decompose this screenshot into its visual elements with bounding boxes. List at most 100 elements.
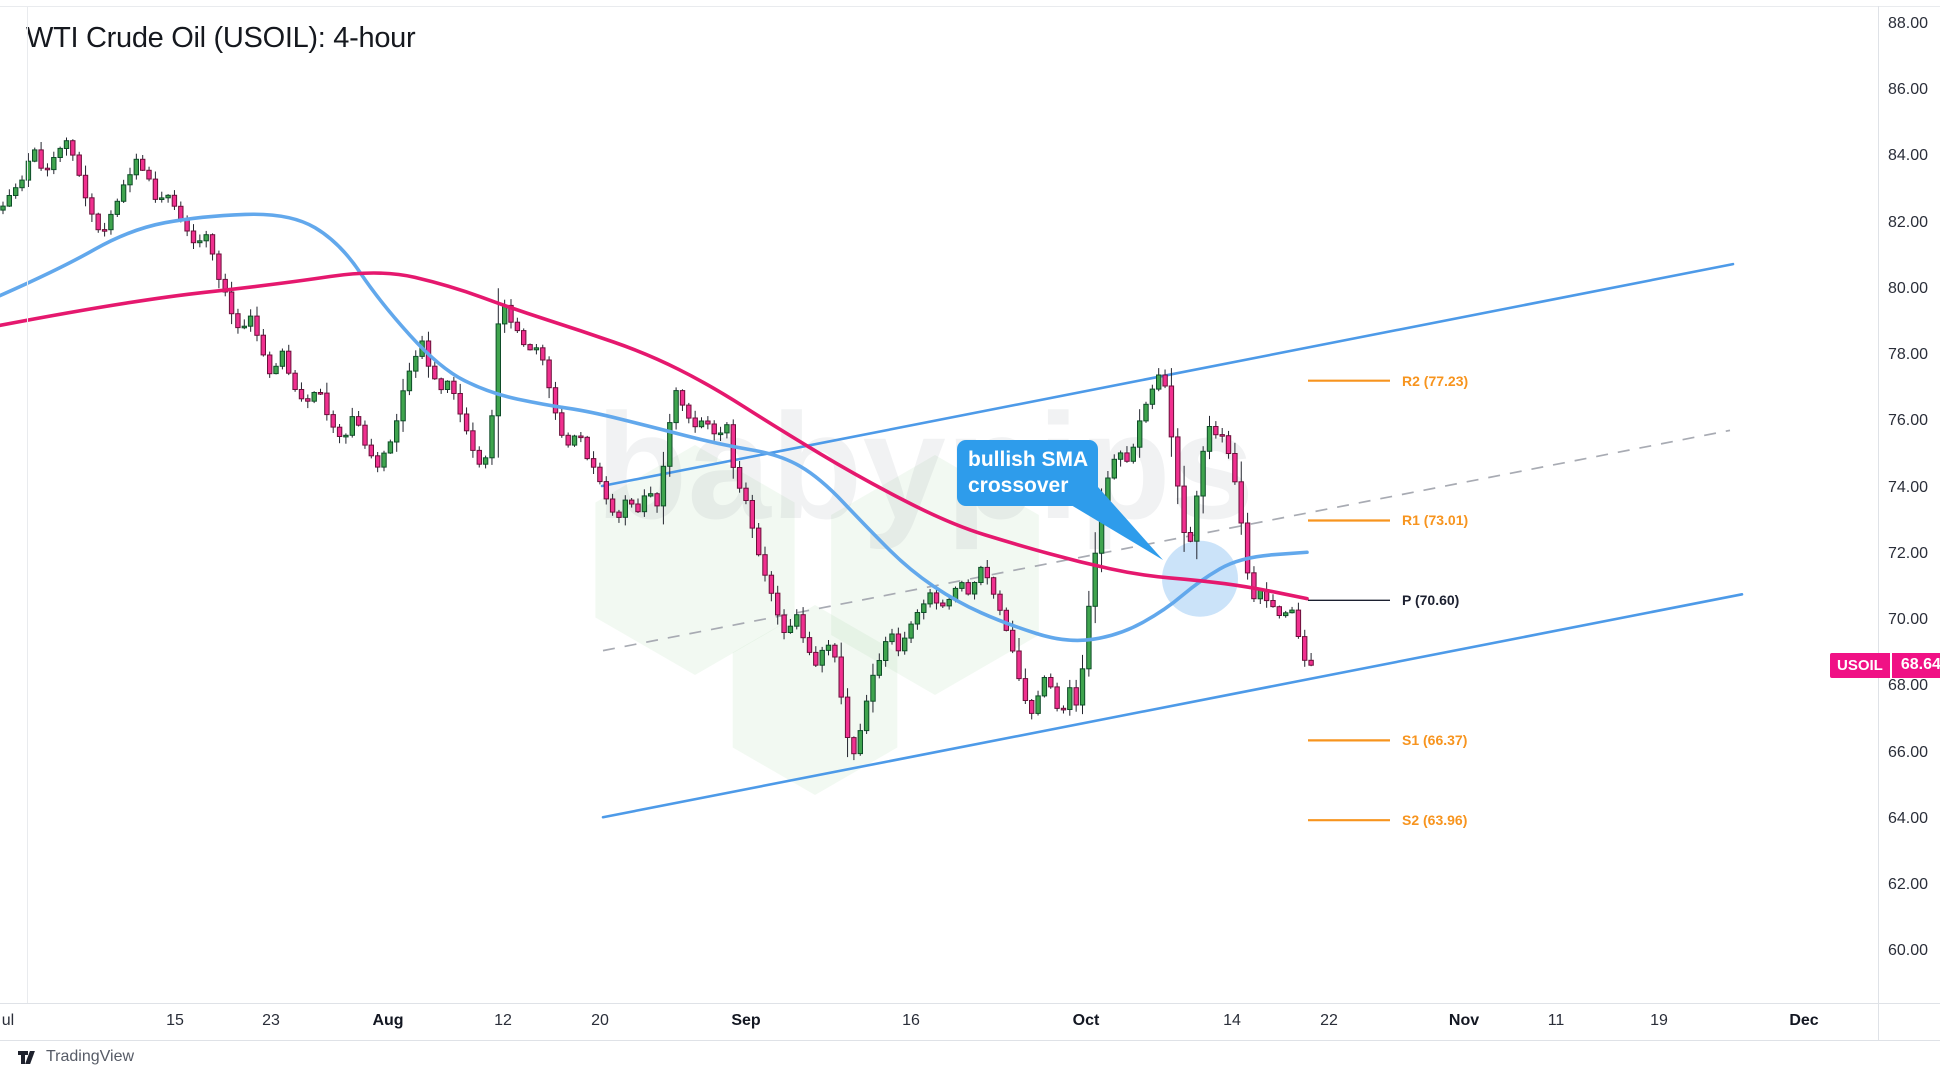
candle-down xyxy=(476,449,483,465)
candle-down xyxy=(1181,485,1187,534)
callout-line1: bullish SMA xyxy=(968,448,1089,471)
candle-down xyxy=(1270,600,1276,608)
candle-up xyxy=(108,213,114,231)
candle-down xyxy=(781,614,787,633)
candle-down xyxy=(190,230,197,244)
watermark-text: babypips xyxy=(596,382,1254,550)
candle-up xyxy=(127,174,133,186)
candle-down xyxy=(82,174,89,199)
candle-down xyxy=(235,313,241,329)
candle-down xyxy=(552,387,559,414)
sma-fast-line[interactable] xyxy=(0,212,1309,643)
sma-slow-line[interactable] xyxy=(0,271,1309,601)
candle-up xyxy=(133,158,140,176)
candle-down xyxy=(762,554,768,576)
candlesticks xyxy=(0,137,1314,761)
candle-down xyxy=(184,219,190,232)
candle-down xyxy=(895,633,902,652)
candle-up xyxy=(32,149,38,162)
candle-down xyxy=(705,420,711,425)
candle-down xyxy=(1168,385,1175,438)
pivot-label-P: P (70.60) xyxy=(1402,592,1460,609)
candle-down xyxy=(838,656,844,698)
candle-down xyxy=(228,291,235,315)
candle-up xyxy=(660,465,667,507)
candle-up xyxy=(1041,677,1048,697)
page-title: WTI Crude Oil (USOIL): 4-hour xyxy=(26,22,416,54)
candle-down xyxy=(1029,700,1035,714)
y-tick-66.00: 66.00 xyxy=(1888,743,1929,761)
candle-up xyxy=(622,499,628,518)
candle-up xyxy=(1117,452,1124,460)
candle-down xyxy=(1276,606,1282,617)
candle-up xyxy=(959,582,965,589)
candle-up xyxy=(444,380,451,391)
y-tick-76.00: 76.00 xyxy=(1888,412,1929,430)
candle-up xyxy=(1289,609,1295,614)
candle-down xyxy=(432,365,438,380)
candle-up xyxy=(273,365,279,375)
candle-up xyxy=(495,323,502,417)
candle-down xyxy=(768,574,775,594)
candle-up xyxy=(165,194,171,199)
candle-down xyxy=(1225,435,1232,455)
candle-up xyxy=(787,625,794,634)
candle-up xyxy=(908,623,914,639)
candle-down xyxy=(527,344,533,351)
candle-down xyxy=(324,392,330,416)
candle-up xyxy=(1092,552,1098,607)
candle-down xyxy=(260,334,267,356)
candle-down xyxy=(1073,687,1079,706)
candle-down xyxy=(559,412,565,436)
candle-down xyxy=(171,194,178,207)
candle-down xyxy=(965,582,971,595)
tradingview-attribution[interactable]: TradingView xyxy=(18,1048,134,1066)
pivot-label-R2: R2 (77.23) xyxy=(1402,372,1469,389)
channel-lower-line[interactable] xyxy=(601,593,1744,819)
candle-up xyxy=(1149,388,1156,405)
candle-down xyxy=(1048,677,1054,688)
candle-down xyxy=(101,229,108,232)
candle-up xyxy=(406,370,413,392)
candle-down xyxy=(286,350,292,374)
candle-down xyxy=(940,602,946,607)
candle-down xyxy=(254,315,260,336)
candle-up xyxy=(724,424,730,434)
candle-down xyxy=(521,330,527,346)
price-tag-symbol: USOIL xyxy=(1837,656,1883,674)
candle-down xyxy=(1010,629,1016,652)
x-tick-Oct: Oct xyxy=(1072,1012,1100,1029)
candle-down xyxy=(578,435,584,439)
candle-up xyxy=(1111,458,1117,479)
candle-up xyxy=(381,452,387,468)
candle-up xyxy=(902,637,908,652)
candle-down xyxy=(375,455,381,468)
callout-line2: crossover xyxy=(968,474,1069,497)
candle-down xyxy=(711,423,717,435)
candle-down xyxy=(1003,609,1009,631)
candle-up xyxy=(648,493,654,497)
candle-down xyxy=(851,737,857,755)
y-tick-78.00: 78.00 xyxy=(1888,346,1929,364)
annotation-callout[interactable]: bullish SMA crossover xyxy=(957,440,1098,506)
candle-up xyxy=(413,355,419,372)
candle-up xyxy=(698,420,705,428)
y-tick-64.00: 64.00 xyxy=(1888,809,1929,827)
candle-up xyxy=(1156,374,1162,390)
candle-down xyxy=(95,213,101,231)
candle-down xyxy=(590,458,597,468)
candle-down xyxy=(1022,678,1029,701)
candle-down xyxy=(1054,686,1060,709)
candle-down xyxy=(216,253,222,280)
candle-down xyxy=(178,205,184,221)
candle-up xyxy=(482,457,489,465)
candle-down xyxy=(1124,452,1130,462)
candle-down xyxy=(616,511,622,518)
candle-up xyxy=(914,612,921,625)
y-tick-60.00: 60.00 xyxy=(1888,942,1929,960)
candle-up xyxy=(247,315,254,327)
top-border xyxy=(0,6,1940,7)
candle-up xyxy=(876,660,882,676)
channel-midline-dashed[interactable] xyxy=(602,429,1731,652)
